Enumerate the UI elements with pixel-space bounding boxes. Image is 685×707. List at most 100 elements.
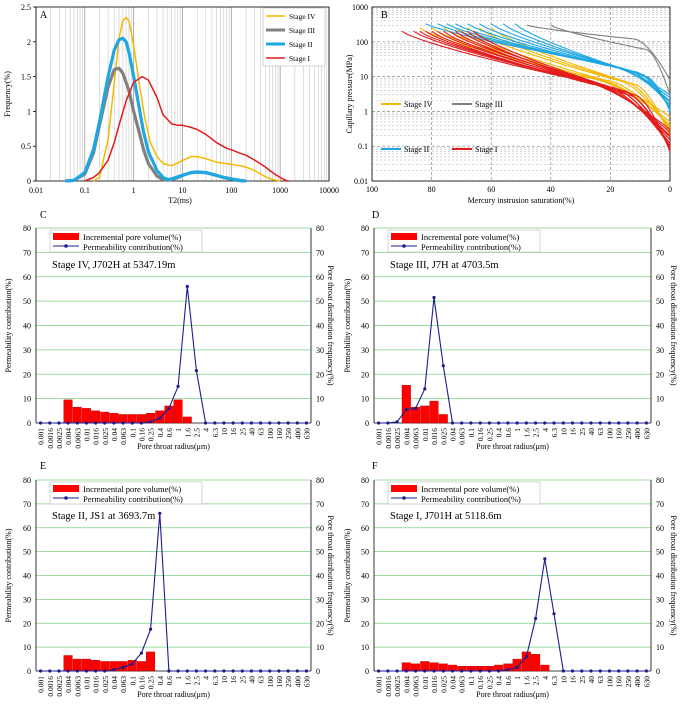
permeability-point [204, 421, 208, 425]
permeability-point [39, 669, 43, 673]
x-tick-label: 0.001 [37, 428, 46, 445]
permeability-point [222, 669, 226, 673]
x-tick-label: 10 [559, 676, 568, 684]
y-tick-label-left: 70 [23, 248, 31, 257]
legend-swatch-marker [64, 496, 68, 500]
y-tick-label-left: 10 [361, 395, 369, 404]
legend-label: Permeability contribution(%) [421, 494, 521, 504]
x-tick-label: 630 [302, 676, 311, 688]
intrusion-curve-stage-ii [514, 23, 671, 112]
y-tick-label-right: 80 [656, 476, 664, 485]
intrusion-curve-stage-i [461, 30, 671, 150]
x-tick-label: 16 [229, 676, 238, 684]
bar [182, 416, 192, 424]
y-tick-label-right: 30 [656, 595, 664, 604]
x-tick-label: 63 [596, 428, 605, 436]
y-tick-label-right: 0 [656, 667, 660, 676]
y-tick-label-left: 60 [361, 273, 369, 282]
x-tick-label: 20 [606, 185, 614, 194]
y-tick-label-left: 80 [361, 224, 369, 233]
x-tick-label: 0.025 [439, 676, 448, 693]
x-tick-label: 0.25 [147, 676, 156, 689]
y-tick-label-right: 30 [316, 595, 324, 604]
x-tick-label: 0.001 [375, 676, 384, 693]
y-tick-label-left: 70 [23, 500, 31, 509]
y-tick-label-right: 40 [316, 322, 324, 331]
intrusion-curve-stage-i [455, 30, 671, 149]
y-tick-label-left: 80 [361, 476, 369, 485]
legend-label: Stage III [475, 100, 503, 109]
x-axis-label: Pore throat radius(μm) [137, 442, 210, 451]
y-tick-label-right: 60 [656, 524, 664, 533]
permeability-point [268, 421, 272, 425]
intrusion-curve-stage-i [472, 30, 671, 152]
x-tick-label: 100 [266, 676, 275, 688]
x-tick-label: 25 [578, 676, 587, 684]
permeability-point [204, 669, 208, 673]
permeability-point [39, 421, 43, 425]
permeability-point [607, 421, 612, 425]
legend-swatch-bar [53, 485, 79, 492]
x-tick-label: 4 [541, 676, 550, 680]
x-tick-label: 0.0063 [412, 428, 421, 449]
x-tick-label: 0.025 [439, 428, 448, 445]
y-tick-label-left: 0 [27, 667, 31, 676]
legend-label: Incremental pore volume(%) [83, 232, 181, 242]
permeability-point [450, 421, 455, 425]
permeability-point [176, 384, 180, 388]
legend-label: Stage IV [289, 12, 316, 21]
permeability-point [377, 421, 381, 425]
x-tick-label: 0.004 [64, 428, 73, 445]
x-tick-label: 0.0016 [46, 676, 55, 697]
y-tick-label-left: 0 [365, 419, 369, 428]
x-tick-label: 0.063 [119, 428, 128, 445]
x-tick-label: 0.1 [80, 186, 90, 195]
y-tick-label: 10 [360, 73, 368, 82]
permeability-point [450, 669, 455, 673]
x-tick-label: 1 [513, 676, 522, 680]
permeability-point [286, 669, 290, 673]
bar [91, 660, 101, 672]
permeability-point [249, 669, 253, 673]
permeability-point [304, 669, 308, 673]
y-axis-label-right: Pore throat distribution frequency(%) [326, 265, 335, 386]
x-axis-label: Pore throat radius(μm) [476, 690, 549, 699]
x-tick-label: 160 [275, 676, 284, 688]
permeability-point [570, 669, 575, 673]
y-axis-label-left: Permeability contribution(%) [343, 278, 352, 372]
panel-title: Stage IV, J702H at 5347.19m [52, 260, 175, 271]
permeability-point [561, 421, 565, 425]
y-tick-label-right: 60 [316, 524, 324, 533]
y-axis-label-left: Permeability contribution(%) [4, 528, 13, 622]
permeability-point [515, 665, 519, 670]
x-tick-label: 100 [605, 676, 614, 688]
bar [81, 408, 91, 424]
x-tick-label: 250 [624, 676, 633, 688]
x-tick-label: 160 [275, 428, 284, 440]
series-line-stage-i [84, 75, 289, 182]
permeability-point [404, 408, 408, 412]
panel-label: A [40, 10, 48, 21]
x-tick-label: 0.01 [421, 676, 430, 689]
x-tick-label: 80 [428, 185, 436, 194]
x-tick-label: 63 [257, 428, 266, 436]
permeability-point [414, 406, 418, 410]
permeability-point [231, 669, 235, 673]
y-tick-label-right: 10 [656, 395, 664, 404]
x-tick-label: 0.1 [467, 428, 476, 438]
x-tick-label: 0.1 [128, 676, 137, 686]
x-tick-label: 2.5 [532, 676, 541, 686]
permeability-point [395, 420, 399, 424]
bar [72, 406, 82, 424]
permeability-point [295, 421, 299, 425]
x-tick-label: 1.6 [522, 428, 531, 438]
legend-label: Stage II [404, 145, 429, 154]
y-tick-label-right: 40 [316, 572, 324, 581]
x-tick-label: 10 [559, 428, 568, 436]
bar [136, 661, 146, 672]
y-tick-label-right: 50 [316, 297, 324, 306]
x-tick-label: 0.001 [37, 676, 46, 693]
x-tick-label: 40 [587, 428, 596, 436]
x-tick-label: 40 [247, 676, 256, 684]
permeability-point [487, 669, 491, 673]
